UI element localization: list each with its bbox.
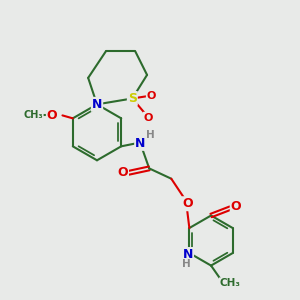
Text: N: N bbox=[92, 98, 102, 111]
Text: O: O bbox=[147, 91, 156, 100]
Text: O: O bbox=[117, 166, 128, 179]
Text: CH₃: CH₃ bbox=[220, 278, 241, 288]
Text: O: O bbox=[47, 109, 58, 122]
Text: H: H bbox=[182, 259, 191, 269]
Text: O: O bbox=[182, 197, 193, 210]
Text: S: S bbox=[128, 92, 137, 105]
Text: O: O bbox=[144, 112, 153, 123]
Text: N: N bbox=[135, 137, 146, 150]
Text: O: O bbox=[231, 200, 242, 213]
Text: H: H bbox=[146, 130, 155, 140]
Text: N: N bbox=[183, 248, 193, 261]
Text: CH₃: CH₃ bbox=[23, 110, 43, 120]
